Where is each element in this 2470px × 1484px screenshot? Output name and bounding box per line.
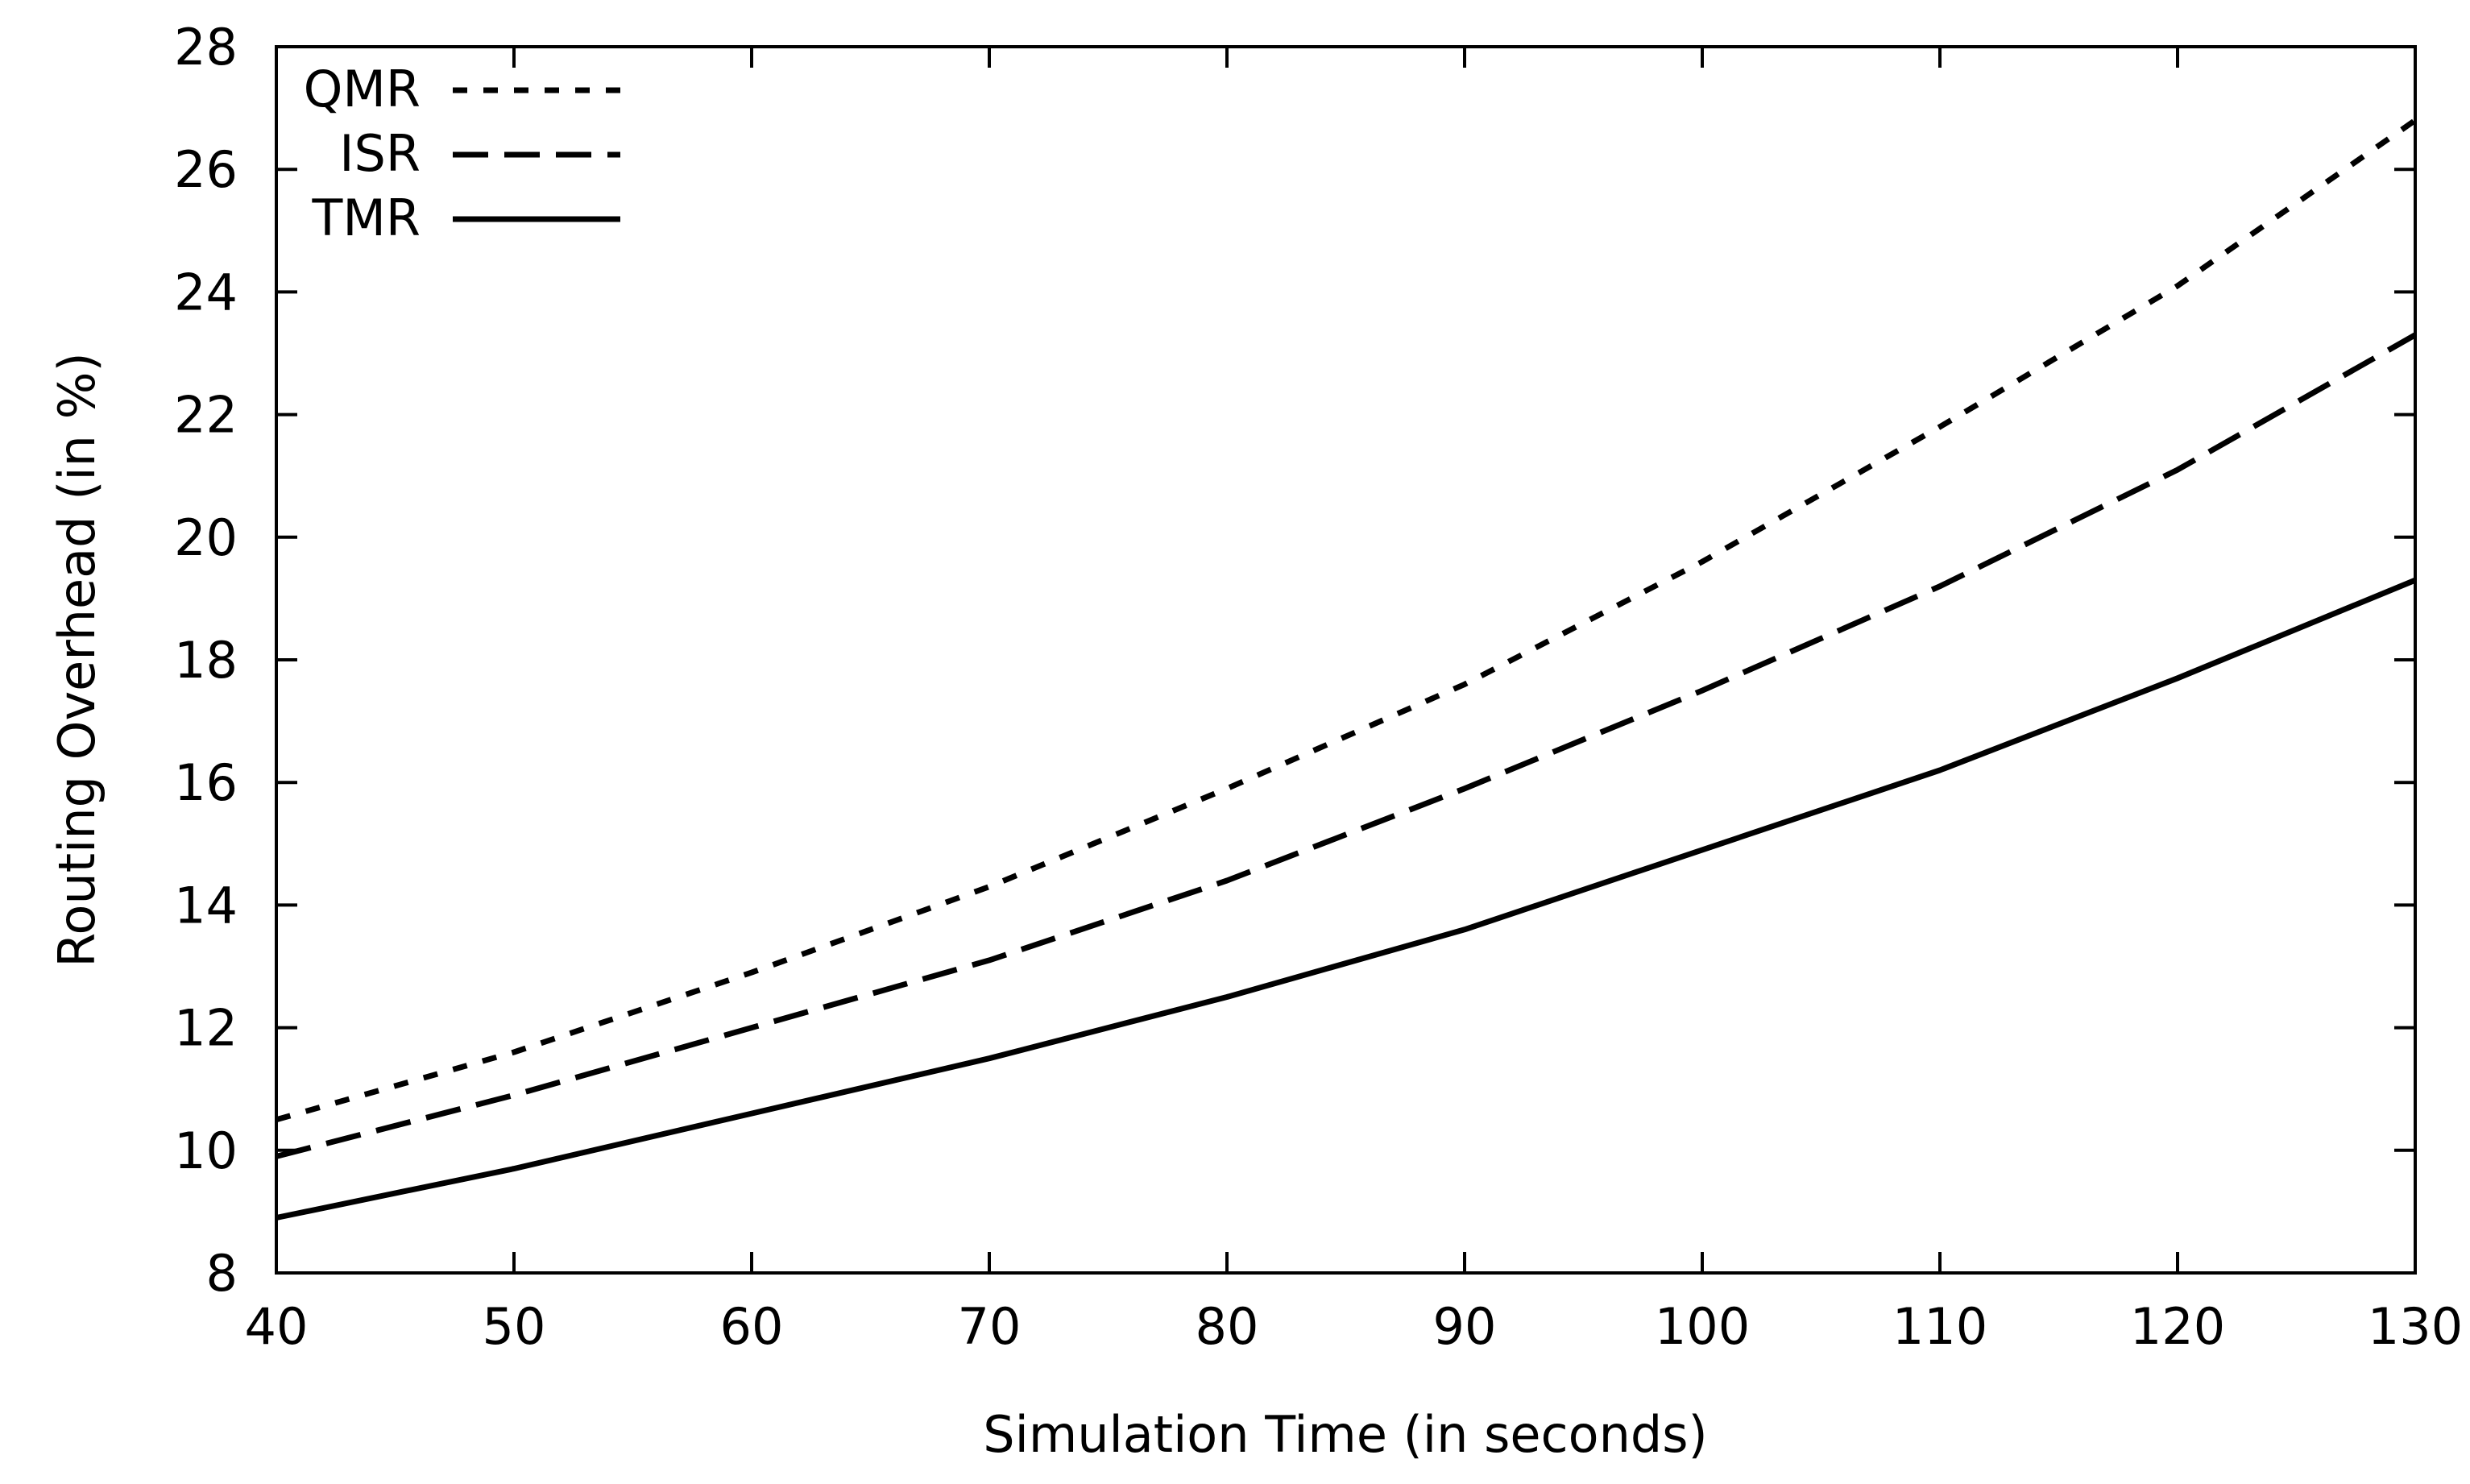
y-tick-label: 10 (174, 1121, 238, 1180)
x-tick-label: 110 (1892, 1297, 1987, 1356)
x-axis-label: Simulation Time (in seconds) (983, 1405, 1707, 1464)
x-tick-label: 120 (2130, 1297, 2225, 1356)
y-tick-label: 18 (174, 631, 238, 690)
x-tick-label: 70 (958, 1297, 1022, 1356)
x-tick-label: 100 (1655, 1297, 1750, 1356)
legend-label-isr: ISR (339, 124, 421, 183)
y-tick-label: 20 (174, 508, 238, 567)
x-axis-ticks: 40 50 60 70 80 90 100 110 120 130 (245, 47, 2463, 1356)
y-tick-label: 26 (174, 140, 238, 199)
series-lines (276, 118, 2418, 1221)
x-tick-label: 130 (2368, 1297, 2463, 1356)
series-line-tmr (276, 577, 2417, 1221)
series-line-qmr (276, 118, 2418, 1123)
y-tick-label: 22 (174, 386, 238, 445)
x-tick-label: 60 (720, 1297, 784, 1356)
y-tick-label: 16 (174, 753, 238, 812)
legend: QMR ISR TMR (304, 60, 620, 247)
legend-label-qmr: QMR (304, 60, 421, 118)
x-tick-label: 40 (245, 1297, 309, 1356)
x-tick-label: 50 (483, 1297, 546, 1356)
legend-label-tmr: TMR (312, 189, 421, 247)
y-tick-label: 28 (174, 18, 238, 77)
series-line-isr (276, 332, 2417, 1159)
y-axis-ticks: 8 10 12 14 16 18 20 22 24 26 28 (174, 18, 2415, 1303)
x-tick-label: 80 (1196, 1297, 1259, 1356)
y-tick-label: 12 (174, 999, 238, 1058)
y-tick-label: 8 (206, 1244, 238, 1303)
x-tick-label: 90 (1433, 1297, 1497, 1356)
y-tick-label: 14 (174, 876, 238, 935)
y-axis-label: Routing Overhead (in %) (48, 352, 106, 967)
plot-frame (275, 45, 2417, 1275)
y-tick-label: 24 (174, 263, 238, 321)
